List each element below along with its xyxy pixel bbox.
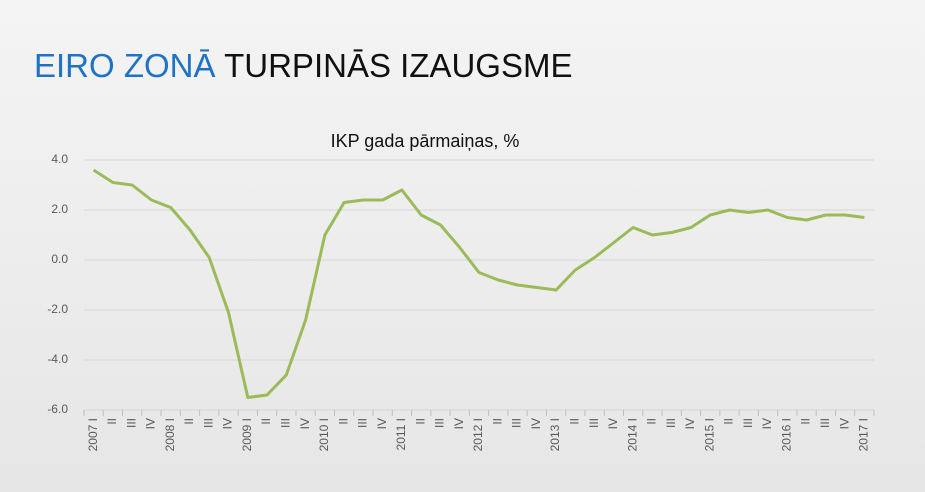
x-tick-label: IV [221,418,235,429]
y-tick-label: 0.0 [51,252,68,266]
y-tick-label: -4.0 [47,352,68,366]
x-tick-label: IV [760,418,774,429]
x-tick-label: III [510,418,524,428]
x-tick-label: IV [452,418,466,429]
x-tick-label: IV [683,418,697,429]
title-rest: TURPINĀS IZAUGSME [224,47,572,84]
x-tick-label: 2012 I [471,418,485,451]
x-tick-label: 2017 I [857,418,871,451]
y-tick-label: -6.0 [47,402,68,416]
x-tick-label: II [799,418,813,425]
x-tick-label: III [741,418,755,428]
x-tick-label: 2008 I [163,418,177,451]
x-tick-label: 2015 I [702,418,716,451]
x-tick-label: III [356,418,370,428]
x-tick-label: IV [144,418,158,429]
x-tick-label: II [490,418,504,425]
x-tick-label: III [278,418,292,428]
x-tick-label: 2011 I [394,418,408,450]
y-tick-label: -2.0 [47,302,68,316]
x-tick-label: II [336,418,350,425]
x-tick-label: 2014 I [625,418,639,451]
title-highlight: EIRO ZONĀ [34,47,216,84]
x-tick-label: 2016 I [779,418,793,451]
x-tick-label: II [105,418,119,425]
y-tick-label: 2.0 [51,202,68,216]
x-tick-label: IV [837,418,851,429]
x-tick-label: II [645,418,659,425]
slide-title: EIRO ZONĀ TURPINĀS IZAUGSME [34,47,572,84]
x-tick-label: IV [375,418,389,429]
x-tick-label: II [182,418,196,425]
x-tick-label: III [587,418,601,428]
x-tick-label: 2010 I [317,418,331,451]
x-tick-label: II [568,418,582,425]
x-tick-label: III [818,418,832,428]
x-tick-label: 2013 I [548,418,562,451]
x-tick-label: II [259,418,273,425]
x-tick-label: 2007 I [86,418,100,451]
x-tick-label: III [433,418,447,428]
chart-title: IKP gada pārmaiņas, % [331,131,520,151]
y-tick-label: 4.0 [51,152,68,166]
x-tick-label: III [664,418,678,428]
x-tick-label: IV [606,418,620,429]
x-tick-label: II [722,418,736,425]
x-tick-label: III [201,418,215,428]
x-tick-label: 2009 I [240,418,254,451]
x-tick-label: III [124,418,138,428]
x-tick-label: II [413,418,427,425]
data-line [92,168,865,399]
x-tick-label: IV [298,418,312,429]
x-tick-label: IV [529,418,543,429]
